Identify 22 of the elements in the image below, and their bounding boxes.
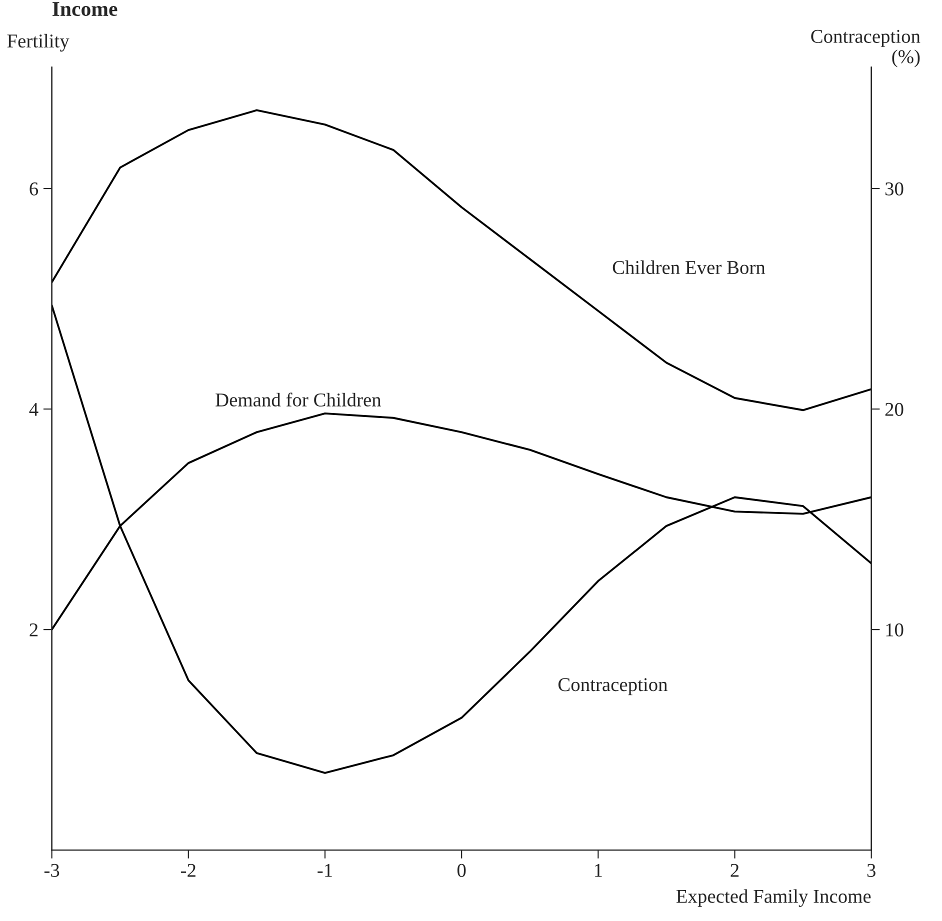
x-tick-label: 3 [867,864,876,877]
y2-tick-label: 30 [885,182,904,196]
line-series [52,304,872,774]
line-series [52,109,872,412]
y2-tick-label: 10 [886,623,904,636]
x-tick-label: 0 [457,864,466,877]
y-axis-title: Fertility [7,34,70,52]
x-tick-label: -1 [318,864,332,877]
y2-axis-title: Contraception (%) [811,30,920,68]
x-tick-label: 1 [595,864,602,877]
chart-title: Income [52,2,118,16]
x-tick-label: 2 [730,864,739,877]
x-tick-label: -2 [181,864,196,877]
y-tick-label: 2 [30,623,38,636]
y2-tick-label: 20 [885,402,904,416]
series-label: Demand for Children [216,392,382,407]
text: Contraception [558,678,668,696]
x-tick-label: -3 [44,864,60,877]
x-axis-title: Expected Family Income [676,889,871,907]
series-label: Children Ever Born [612,260,766,274]
y-tick-label: 4 [29,402,38,416]
y-tick-label: 6 [30,182,38,196]
